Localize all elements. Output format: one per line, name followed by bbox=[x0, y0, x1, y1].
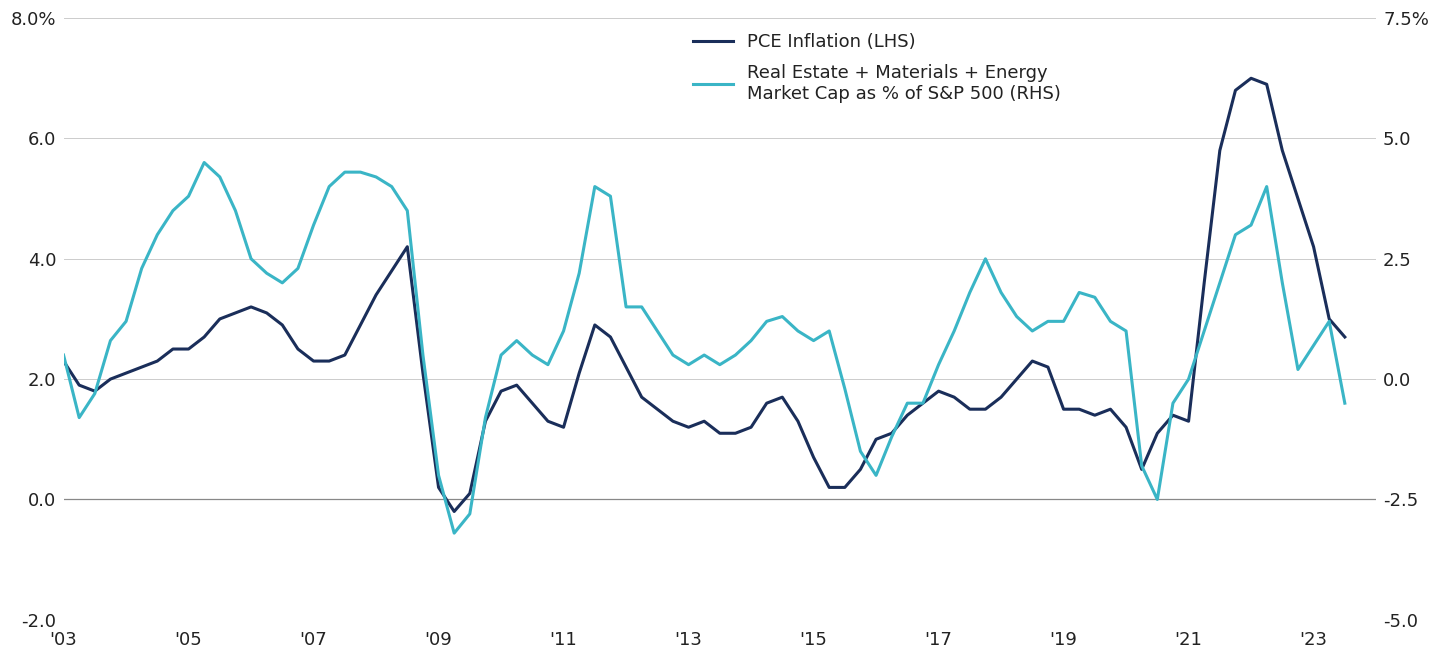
Legend: PCE Inflation (LHS), Real Estate + Materials + Energy
Market Cap as % of S&P 500: PCE Inflation (LHS), Real Estate + Mater… bbox=[693, 33, 1061, 102]
